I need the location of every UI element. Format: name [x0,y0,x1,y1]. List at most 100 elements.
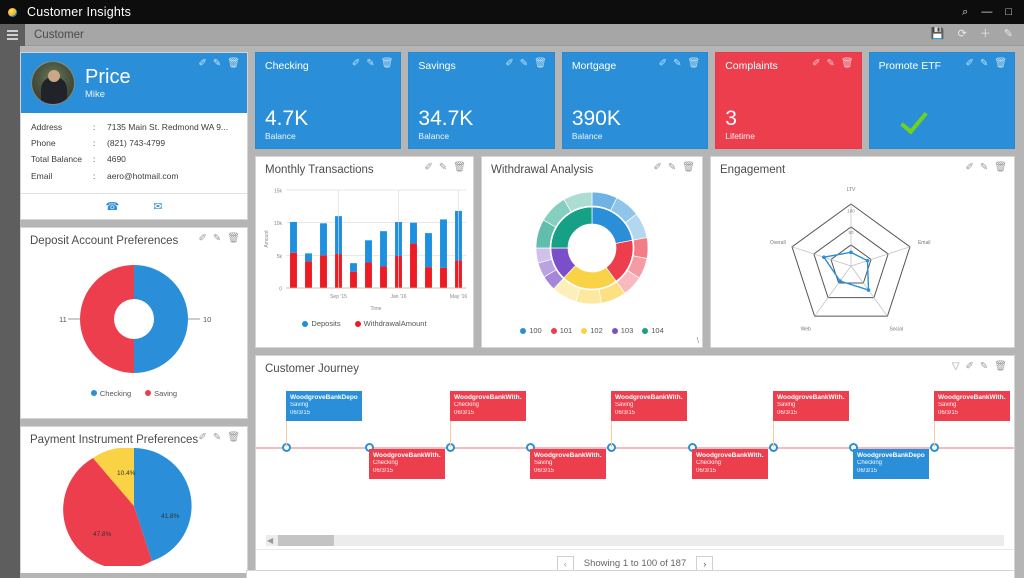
scrollbar-thumb[interactable] [278,535,334,546]
event-account: Checking [696,460,722,467]
next-page-button[interactable]: › [696,556,714,571]
journey-event-card[interactable]: WoodgroveBankWith... Saving 06/3/15 [530,449,606,479]
field-value: (821) 743-4799 [107,138,166,149]
delete-icon[interactable]: 🗑 [534,58,547,69]
field-value: aero@hotmail.com [107,170,179,181]
legend-item-checking[interactable]: Checking [90,389,131,398]
legend-item-102[interactable]: 102 [581,326,603,335]
legend-item-withdrawalamount[interactable]: WithdrawalAmount [354,319,427,328]
minimize-icon[interactable]: — [981,5,993,18]
journey-timeline[interactable]: WoodgroveBankDeposit Saving 06/3/15 Woodgro… [256,377,1014,535]
delete-icon[interactable]: 🗑 [227,431,240,443]
edit-icon[interactable]: ✎ [366,58,375,69]
edit-icon[interactable]: ✎ [519,58,529,69]
resize-handle-icon[interactable]: \ [696,336,699,345]
withdrawal-sunburst-chart[interactable] [482,178,702,326]
search-icon[interactable]: ⌕ [962,5,969,18]
legend-item-saving[interactable]: Saving [145,389,177,398]
field-separator: : [93,122,96,132]
legend-item-deposits[interactable]: Deposits [302,319,341,328]
tag-icon[interactable]: ✐ [424,162,433,173]
edit-icon[interactable]: ✎ [826,58,835,69]
edit-icon[interactable]: ✎ [212,431,222,443]
monthly-transactions-card: Monthly Transactions ✐ ✎ 🗑 0 5k 10k 15k Sep … [255,156,474,348]
edit-icon[interactable]: ✎ [979,58,989,69]
legend-item-100[interactable]: 100 [520,326,542,335]
journey-event-card[interactable]: WoodgroveBankWith... Checking 06/3/15 [450,391,526,421]
delete-icon[interactable]: 🗑 [687,58,701,69]
tag-icon[interactable]: ✐ [198,58,207,69]
email-icon[interactable]: ✉ [153,200,163,213]
monthly-transactions-bar-chart[interactable]: 0 5k 10k 15k Sep '15 Jan '16 May '16 Time Amount [256,178,473,323]
legend-label: 100 [529,326,542,335]
edit-icon[interactable]: ✎ [673,58,682,69]
tag-icon[interactable]: ✐ [351,58,361,69]
delete-icon[interactable]: 🗑 [227,232,240,244]
tag-icon[interactable]: ✐ [965,162,974,173]
call-icon[interactable]: ☎ [105,200,120,213]
kpi-title: Checking [265,60,309,72]
delete-icon[interactable]: 🗑 [994,58,1008,69]
svg-text:Email: Email [918,240,931,246]
prev-page-button[interactable]: ‹ [556,556,574,571]
journey-event-card[interactable]: WoodgroveBankWith... Saving 06/3/15 [611,391,687,421]
edit-icon[interactable]: ✎ [667,162,677,173]
legend-item-104[interactable]: 104 [642,326,664,335]
delete-icon[interactable]: 🗑 [227,58,240,69]
hamburger-icon[interactable] [0,23,25,46]
refresh-icon[interactable]: ⟳ [957,28,967,40]
legend-swatch [611,327,618,334]
tag-icon[interactable]: ✐ [505,58,514,69]
account-icon[interactable]: □ [1005,5,1012,18]
legend-item-101[interactable]: 101 [550,326,572,335]
tag-icon[interactable]: ✐ [198,232,207,244]
kpi-tile-checking[interactable]: Checking ✐ ✎ 🗑 4.7K Balance [255,52,402,149]
field-value: 4690 [107,154,126,165]
legend-item-103[interactable]: 103 [611,326,633,335]
tag-icon[interactable]: ✐ [658,58,668,69]
kpi-tile-promote-etf[interactable]: Promote ETF ✐ ✎ 🗑 [868,52,1016,149]
edit-icon[interactable]: ✎ [212,232,222,244]
journey-event-card[interactable]: WoodgroveBankDeposit Saving 06/3/15 [286,391,362,421]
tag-icon[interactable]: ✐ [653,162,662,173]
edit-icon[interactable]: ✎ [1003,28,1013,40]
save-icon[interactable]: 💾 [930,28,945,40]
engagement-radar-chart[interactable]: LTV Email Social Web Overall 100 50 [711,178,991,346]
tag-icon[interactable]: ✐ [965,361,974,372]
add-icon[interactable]: ＋ [979,28,991,40]
tag-icon[interactable]: ✐ [812,58,821,69]
window-titlebar: Customer Insights ⌕ — □ [0,0,1024,24]
journey-event-card[interactable]: WoodgroveBankWith... Checking 06/3/15 [369,449,445,479]
edit-icon[interactable]: ✎ [979,361,989,372]
kpi-tile-mortgage[interactable]: Mortgage ✐ ✎ 🗑 390K Balance [561,52,709,149]
payment-pie-chart[interactable]: 41.8% 47.8% 10.4% [21,447,247,566]
journey-event-card[interactable]: WoodgroveBankDeposit Checking 06/3/15 [853,449,929,479]
journey-event-card[interactable]: WoodgroveBankWith... Saving 06/3/15 [773,391,849,421]
filter-icon[interactable]: ▽ [951,361,960,372]
breadcrumb[interactable]: Customer [34,28,84,41]
legend-swatch [581,327,588,334]
edit-icon[interactable]: ✎ [212,58,222,69]
delete-icon[interactable]: 🗑 [453,162,466,173]
journey-event-card[interactable]: WoodgroveBankWith... Checking 06/3/15 [692,449,768,479]
tag-icon[interactable]: ✐ [198,431,207,443]
journey-event-card[interactable]: WoodgroveBankWith... Saving 06/3/15 [934,391,1010,421]
edit-icon[interactable]: ✎ [979,162,989,173]
field-separator: : [93,154,96,165]
kpi-tile-savings[interactable]: Savings ✐ ✎ 🗑 34.7K Balance [408,52,555,149]
scroll-left-arrow-icon[interactable]: ◀ [267,536,274,545]
delete-icon[interactable]: 🗑 [994,162,1007,173]
delete-icon[interactable]: 🗑 [994,361,1007,372]
edit-icon[interactable]: ✎ [438,162,448,173]
delete-icon[interactable]: 🗑 [380,58,394,69]
dashboard-workspace: Price Mike ✐ ✎ 🗑 Address : 7135 Main St.… [0,46,1024,578]
legend-swatch [520,327,527,334]
deposit-donut-chart[interactable]: 11 10 [21,249,247,389]
delete-icon[interactable]: 🗑 [840,58,854,69]
delete-icon[interactable]: 🗑 [682,162,695,173]
journey-horizontal-scrollbar[interactable]: ◀ [266,535,1004,546]
legend-swatch [550,327,557,334]
kpi-tile-complaints[interactable]: Complaints ✐ ✎ 🗑 3 Lifetime [715,52,862,149]
tag-icon[interactable]: ✐ [965,58,974,69]
customer-profile-card: Price Mike ✐ ✎ 🗑 Address : 7135 Main St.… [20,52,248,220]
